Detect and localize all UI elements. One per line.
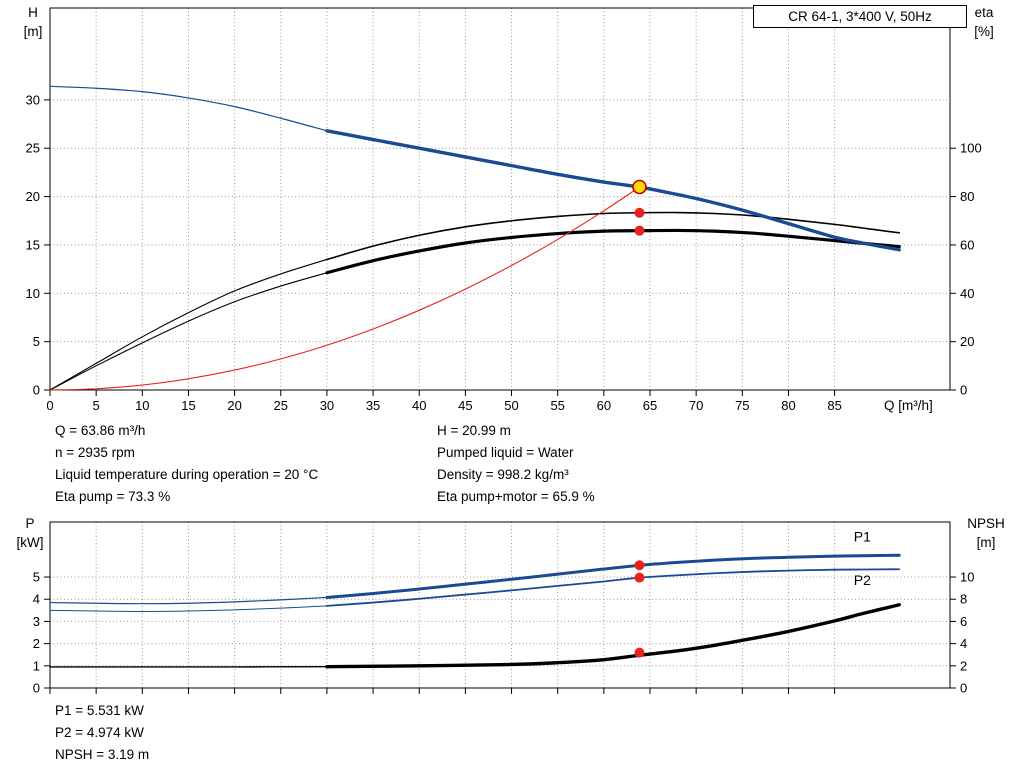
y-left-axis-label: [m]	[24, 24, 43, 39]
y-right-tick-label: 20	[960, 334, 974, 349]
footer-line-npsh: NPSH = 3.19 m	[55, 747, 150, 762]
y-right-tick-label: 10	[960, 570, 974, 585]
x-tick-label: 80	[781, 398, 795, 413]
y-left-tick-label: 2	[33, 636, 40, 651]
y-right-axis-label: NPSH	[967, 516, 1005, 531]
operating-data-left: Q = 63.86 m³/h n = 2935 rpm Liquid tempe…	[55, 420, 318, 508]
x-tick-label: 75	[735, 398, 749, 413]
x-tick-label: 40	[412, 398, 426, 413]
x-tick-label: 65	[643, 398, 657, 413]
y-left-tick-label: 10	[26, 286, 40, 301]
y-left-tick-label: 5	[33, 570, 40, 585]
y-right-tick-label: 60	[960, 237, 974, 252]
y-left-tick-label: 30	[26, 92, 40, 107]
y-left-axis-label: P	[25, 516, 34, 531]
y-right-tick-label: 2	[960, 658, 967, 673]
x-tick-label: 35	[366, 398, 380, 413]
x-tick-label: 15	[181, 398, 195, 413]
y-left-tick-label: 5	[33, 334, 40, 349]
y-right-tick-label: 80	[960, 189, 974, 204]
y-right-tick-label: 0	[960, 383, 967, 398]
y-right-tick-label: 100	[960, 141, 982, 156]
x-tick-label: 70	[689, 398, 703, 413]
pump-title-box: CR 64-1, 3*400 V, 50Hz	[753, 5, 967, 28]
series-p1-curve	[325, 553, 901, 599]
y-left-tick-label: 20	[26, 189, 40, 204]
y-left-tick-label: 15	[26, 237, 40, 252]
x-tick-label: 5	[93, 398, 100, 413]
y-left-tick-label: 0	[33, 681, 40, 696]
x-tick-label: 20	[227, 398, 241, 413]
info-line-temperature: Liquid temperature during operation = 20…	[55, 467, 319, 482]
plot-border	[49, 521, 951, 689]
footer-line-p1: P1 = 5.531 kW	[55, 703, 144, 718]
footer-line-p2: P2 = 4.974 kW	[55, 725, 144, 740]
info-line-n: n = 2935 rpm	[55, 445, 135, 460]
y-left-axis-label: [kW]	[17, 535, 44, 550]
x-tick-label: 55	[550, 398, 564, 413]
y-left-tick-label: 25	[26, 141, 40, 156]
eta-pump-point-marker	[634, 207, 645, 218]
y-right-tick-label: 4	[960, 636, 967, 651]
curve-label-p2: P2	[854, 572, 871, 588]
y-left-tick-label: 1	[33, 658, 40, 673]
operating-data-right: H = 20.99 m Pumped liquid = Water Densit…	[437, 420, 595, 508]
p1-point-marker	[634, 560, 645, 571]
series-eta-pump-motor-thin	[49, 272, 328, 391]
duty-point-marker[interactable]	[632, 179, 647, 195]
result-data: P1 = 5.531 kW P2 = 4.974 kW NPSH = 3.19 …	[55, 700, 149, 766]
y-right-tick-label: 6	[960, 614, 967, 629]
series-system-curve	[49, 186, 641, 391]
y-left-tick-label: 3	[33, 614, 40, 629]
p2-point-marker	[634, 572, 645, 583]
curve-label-p1: P1	[854, 529, 871, 545]
info-line-h: H = 20.99 m	[437, 423, 511, 438]
npsh-point-marker	[634, 647, 645, 658]
plot-border	[49, 7, 951, 391]
series-p1-thin	[49, 596, 328, 605]
info-line-q: Q = 63.86 m³/h	[55, 423, 146, 438]
power-npsh-chart: 0 1 2 3 4 5 0 2 4 6 8 10 P [kW] NPSH [m] P1 P2	[17, 516, 1005, 696]
y-left-tick-label: 4	[33, 592, 40, 607]
x-tick-label: 45	[458, 398, 472, 413]
y-right-axis-label: [m]	[977, 535, 996, 550]
series-npsh-curve	[325, 603, 901, 669]
x-tick-label: 85	[827, 398, 841, 413]
info-line-liquid: Pumped liquid = Water	[437, 445, 574, 460]
x-tick-label: 30	[320, 398, 334, 413]
series-p2-thin	[49, 605, 328, 612]
x-axis-label: Q [m³/h]	[884, 398, 933, 413]
y-right-axis-label: [%]	[974, 24, 994, 39]
y-right-tick-label: 40	[960, 286, 974, 301]
x-tick-label: 50	[504, 398, 518, 413]
y-left-tick-label: 0	[33, 383, 40, 398]
x-tick-label: 25	[274, 398, 288, 413]
x-tick-label: 10	[135, 398, 149, 413]
y-right-tick-label: 8	[960, 592, 967, 607]
hq-eta-chart: 0 5 10 15 20 25 30 35 40 45 50 55 60 65 70 75 80 85 Q [m³/…	[24, 5, 994, 413]
series-eta-pump-thin	[49, 258, 328, 391]
y-right-tick-label: 0	[960, 681, 967, 696]
eta-pump-motor-point-marker	[634, 225, 645, 236]
y-left-axis-label: H	[28, 5, 38, 20]
info-line-eta-total: Eta pump+motor = 65.9 %	[437, 489, 595, 504]
series-hq-curve-thin	[49, 85, 328, 132]
info-line-density: Density = 998.2 kg/m³	[437, 467, 569, 482]
x-tick-label: 60	[597, 398, 611, 413]
info-line-eta-pump: Eta pump = 73.3 %	[55, 489, 171, 504]
y-right-axis-label: eta	[975, 5, 994, 20]
series-p2-curve	[326, 568, 901, 607]
x-tick-label: 0	[46, 398, 53, 413]
